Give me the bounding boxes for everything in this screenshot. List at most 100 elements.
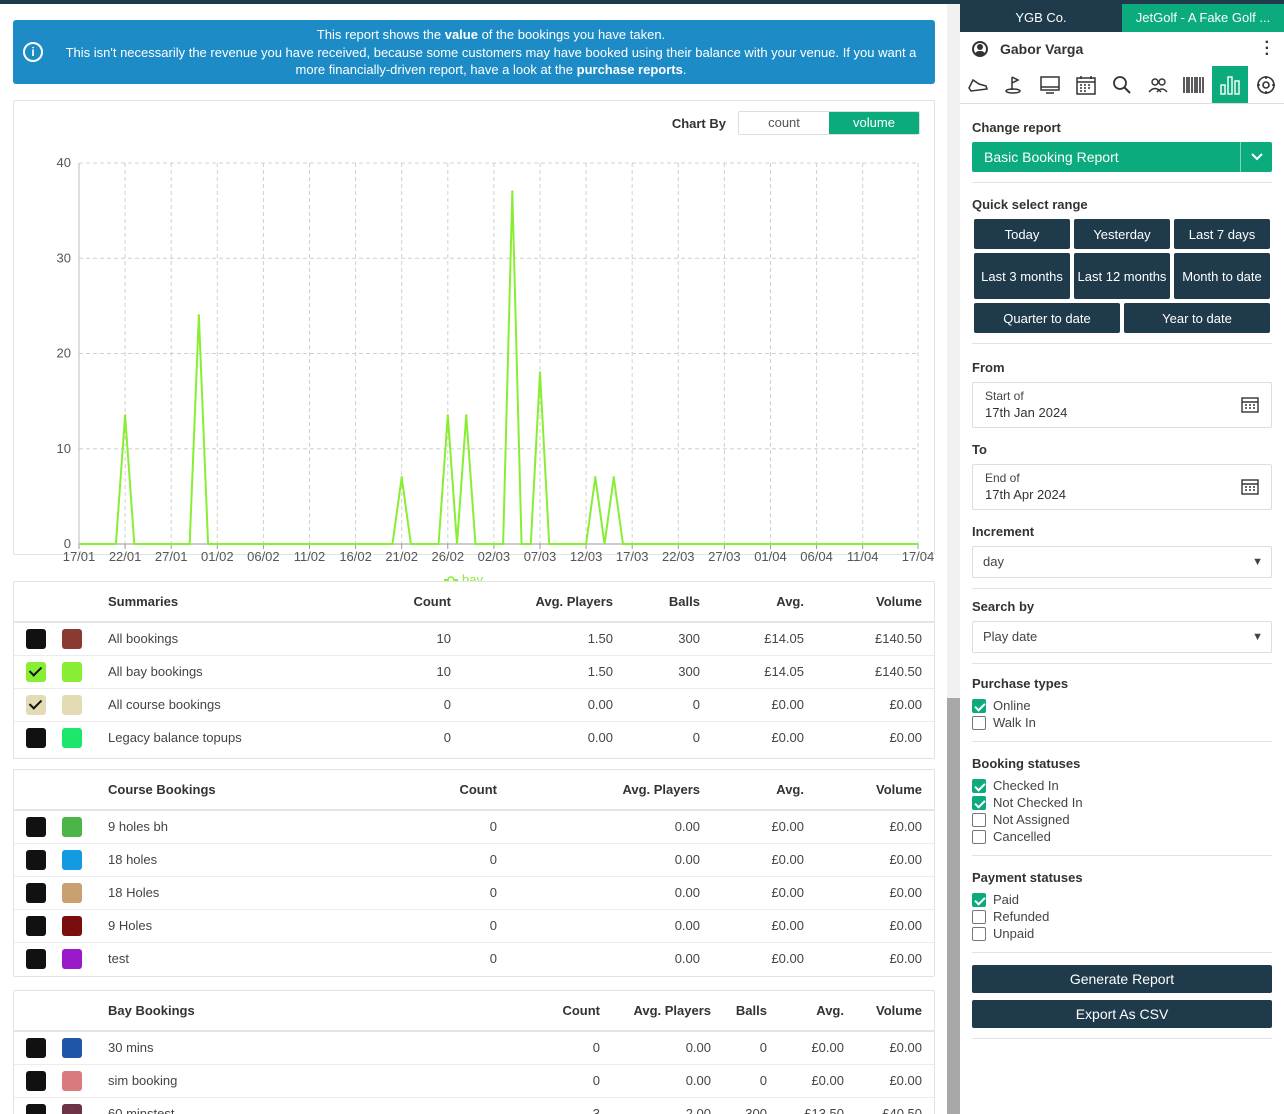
y-tick-label: 0	[64, 536, 71, 551]
purchase-type-option[interactable]: Online	[972, 697, 1272, 714]
summary-balls: 0	[692, 730, 700, 746]
summary-swatch-cell	[62, 622, 108, 656]
generate-report-button[interactable]: Generate Report	[972, 965, 1272, 993]
bay-color-swatch[interactable]	[62, 1070, 82, 1091]
from-date-prefix: Start of	[985, 389, 1024, 403]
course-volume: £0.00	[816, 810, 934, 844]
booking-status-checkbox[interactable]	[972, 795, 986, 810]
golf-flag-icon[interactable]	[996, 66, 1032, 103]
x-tick-label: 02/03	[478, 549, 511, 564]
summary-color-swatch[interactable]	[62, 727, 82, 748]
payment-status-checkbox[interactable]	[972, 926, 986, 941]
course-toggle-checkbox[interactable]	[26, 816, 46, 837]
purchase-type-checkbox[interactable]	[972, 715, 986, 730]
booking-status-option[interactable]: Cancelled	[972, 828, 1272, 845]
barcode-icon[interactable]	[1176, 66, 1212, 103]
increment-select[interactable]: day ▼	[972, 546, 1272, 578]
payment-status-checkbox[interactable]	[972, 892, 986, 907]
bay-swatch-cell	[62, 1031, 108, 1065]
course-color-swatch[interactable]	[62, 882, 82, 903]
quick-month-to-date-button[interactable]: Month to date	[1174, 253, 1270, 299]
summary-toggle-checkbox[interactable]	[26, 628, 46, 649]
calendar-icon[interactable]	[1241, 397, 1259, 416]
quick-quarter-to-date-button[interactable]: Quarter to date	[974, 303, 1120, 333]
summary-avg: £14.05	[712, 622, 816, 656]
booking-status-option[interactable]: Not Assigned	[972, 811, 1272, 828]
payment-status-option[interactable]: Refunded	[972, 908, 1272, 925]
course-table-card: Course Bookings Count Avg. Players Avg. …	[13, 769, 935, 977]
main-scrollbar[interactable]	[947, 4, 960, 1114]
quick-yesterday-button[interactable]: Yesterday	[1074, 219, 1170, 249]
course-color-swatch[interactable]	[62, 915, 82, 936]
booking-status-label: Not Checked In	[993, 795, 1083, 810]
summary-balls: 300	[625, 622, 712, 656]
quick-last-7-days-button[interactable]: Last 7 days	[1174, 219, 1270, 249]
calendar-icon[interactable]	[1068, 66, 1104, 103]
purchase-type-option[interactable]: Walk In	[972, 714, 1272, 731]
booking-status-option[interactable]: Checked In	[972, 777, 1272, 794]
bay-col-avg-players: Avg. Players	[612, 991, 723, 1032]
chart-by-count-button[interactable]: count	[739, 112, 829, 134]
booking-status-checkbox[interactable]	[972, 812, 986, 827]
users-icon[interactable]	[1140, 66, 1176, 103]
report-select[interactable]: Basic Booking Report	[972, 142, 1272, 172]
summary-count: 10	[343, 655, 463, 689]
course-color-swatch[interactable]	[62, 849, 82, 870]
info-line-2: This isn't necessarily the revenue you h…	[65, 44, 917, 78]
summary-toggle-checkbox[interactable]	[26, 727, 46, 748]
bay-color-swatch[interactable]	[62, 1103, 82, 1114]
search-by-select[interactable]: Play date ▼	[972, 621, 1272, 653]
payment-status-option[interactable]: Unpaid	[972, 925, 1272, 942]
shoe-icon[interactable]	[960, 66, 996, 103]
bay-toggle-checkbox[interactable]	[26, 1037, 46, 1058]
course-toggle-checkbox[interactable]	[26, 915, 46, 936]
quick-year-to-date-button[interactable]: Year to date	[1124, 303, 1270, 333]
summary-toggle-checkbox[interactable]	[26, 661, 46, 682]
bay-color-swatch[interactable]	[62, 1037, 82, 1058]
bay-toggle-checkbox[interactable]	[26, 1103, 46, 1114]
purchase-type-checkbox[interactable]	[972, 698, 986, 713]
summary-name: All bookings	[108, 622, 343, 656]
course-color-swatch[interactable]	[62, 948, 82, 969]
calendar-icon[interactable]	[1241, 479, 1259, 498]
legend-marker	[447, 576, 455, 581]
summary-color-swatch[interactable]	[62, 628, 82, 649]
chevron-down-icon: ▼	[1252, 631, 1263, 643]
export-csv-button[interactable]: Export As CSV	[972, 1000, 1272, 1028]
purchase-reports-link[interactable]: purchase reports	[576, 62, 683, 77]
venue-tab-ygb[interactable]: YGB Co.	[1015, 10, 1067, 25]
to-date-field[interactable]: End of 17th Apr 2024	[972, 464, 1272, 510]
kebab-menu-icon[interactable]: · · ·	[1264, 34, 1270, 63]
course-toggle-checkbox[interactable]	[26, 948, 46, 969]
payment-status-option[interactable]: Paid	[972, 891, 1272, 908]
course-toggle-checkbox[interactable]	[26, 882, 46, 903]
x-tick-label: 22/03	[662, 549, 695, 564]
from-date-field[interactable]: Start of 17th Jan 2024	[972, 382, 1272, 428]
search-by-section: Search by Play date ▼	[960, 599, 1284, 653]
summary-color-swatch[interactable]	[62, 661, 82, 682]
booking-status-option[interactable]: Not Checked In	[972, 794, 1272, 811]
scrollbar-thumb[interactable]	[947, 698, 960, 1114]
divider	[972, 855, 1272, 856]
summary-toggle-checkbox[interactable]	[26, 694, 46, 715]
booking-statuses-section: Booking statuses Checked In Not Checked I…	[960, 756, 1284, 845]
search-icon[interactable]	[1104, 66, 1140, 103]
quick-today-button[interactable]: Today	[974, 219, 1070, 249]
bar-chart-icon[interactable]	[1212, 66, 1248, 103]
payment-status-checkbox[interactable]	[972, 909, 986, 924]
quick-last-3-months-button[interactable]: Last 3 months	[974, 253, 1070, 299]
screen-icon[interactable]	[1032, 66, 1068, 103]
booking-status-checkbox[interactable]	[972, 829, 986, 844]
settings-icon[interactable]	[1248, 66, 1284, 103]
summary-color-swatch[interactable]	[62, 694, 82, 715]
course-toggle-cell	[14, 810, 62, 844]
course-table: Course Bookings Count Avg. Players Avg. …	[14, 770, 934, 975]
quick-last-12-months-button[interactable]: Last 12 months	[1074, 253, 1170, 299]
course-color-swatch[interactable]	[62, 816, 82, 837]
course-name: 9 holes bh	[108, 810, 369, 844]
booking-status-checkbox[interactable]	[972, 778, 986, 793]
venue-tab-jetgolf[interactable]: JetGolf - A Fake Golf ...	[1122, 4, 1284, 32]
bay-toggle-checkbox[interactable]	[26, 1070, 46, 1091]
chart-by-volume-button[interactable]: volume	[829, 112, 919, 134]
course-toggle-checkbox[interactable]	[26, 849, 46, 870]
